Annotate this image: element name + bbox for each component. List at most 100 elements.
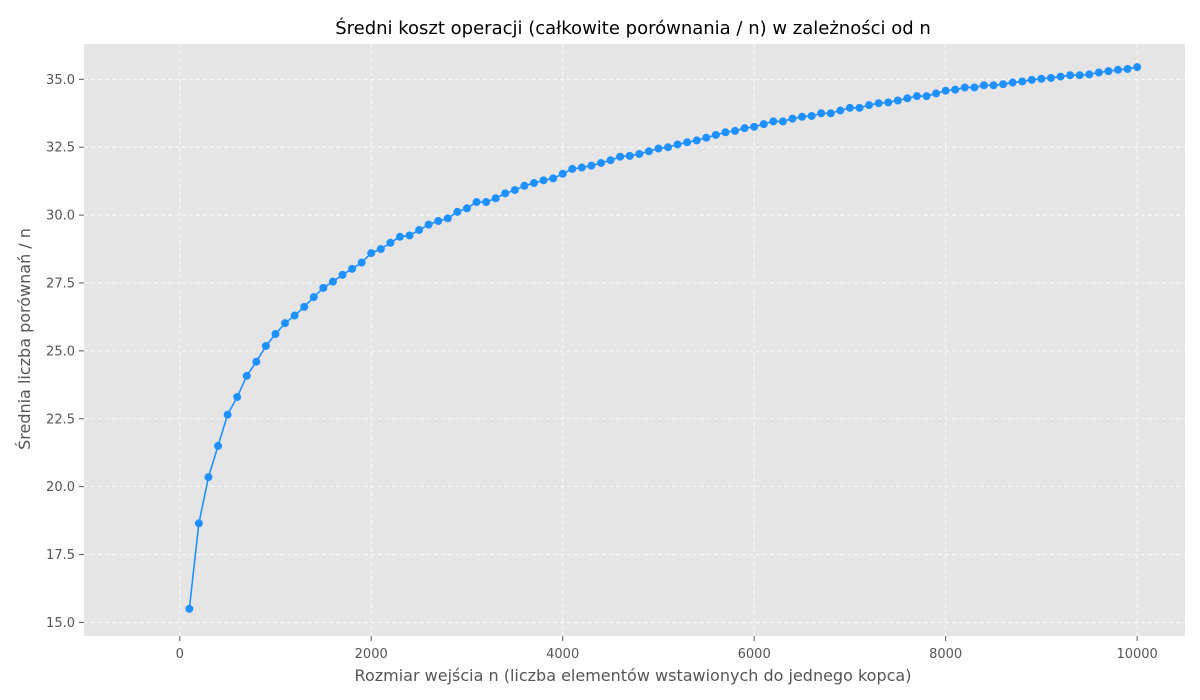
data-point: [424, 220, 433, 229]
chart-title: Średni koszt operacji (całkowite porówna…: [335, 17, 931, 39]
data-point: [711, 130, 720, 139]
data-point: [281, 319, 290, 328]
data-point: [415, 226, 424, 235]
data-point: [893, 96, 902, 105]
data-point: [1075, 71, 1084, 80]
y-tick-label: 25.0: [46, 344, 75, 359]
data-point: [1066, 71, 1075, 80]
data-point: [884, 98, 893, 107]
y-tick-label: 15.0: [46, 616, 75, 631]
data-point: [319, 283, 328, 292]
data-point: [472, 198, 481, 207]
data-point: [539, 176, 548, 185]
data-point: [951, 85, 960, 94]
data-point: [673, 140, 682, 149]
data-point: [1037, 74, 1046, 83]
data-point: [520, 181, 529, 190]
data-point: [865, 101, 874, 110]
y-tick-label: 32.5: [46, 141, 75, 156]
y-tick-label: 17.5: [46, 548, 75, 563]
data-point: [654, 144, 663, 153]
data-point: [759, 120, 768, 129]
data-point: [549, 174, 558, 183]
data-point: [874, 99, 883, 108]
data-point: [1094, 68, 1103, 77]
data-point: [664, 143, 673, 152]
series: [185, 63, 1142, 613]
data-point: [501, 189, 510, 198]
data-point: [941, 86, 950, 95]
data-point: [702, 133, 711, 142]
data-point: [922, 92, 931, 101]
x-axis: 0 2000 4000 6000 8000 10000: [176, 636, 1158, 662]
data-point: [1123, 64, 1132, 73]
data-point: [683, 138, 692, 147]
x-axis-label: Rozmiar wejścia n (liczba elementów wsta…: [355, 666, 912, 685]
data-point: [912, 92, 921, 101]
y-tick-label: 35.0: [46, 73, 75, 88]
data-point: [1046, 73, 1055, 82]
data-point: [1113, 65, 1122, 74]
data-point: [692, 136, 701, 145]
data-point: [855, 103, 864, 112]
data-point: [970, 83, 979, 92]
data-point: [778, 117, 787, 126]
plot-area: [84, 44, 1185, 636]
data-point: [1104, 67, 1113, 76]
data-point: [233, 393, 242, 402]
data-point: [788, 114, 797, 123]
data-point: [529, 179, 538, 188]
y-tick-label: 30.0: [46, 209, 75, 224]
data-point: [1027, 75, 1036, 84]
y-tick-label: 27.5: [46, 276, 75, 291]
data-point: [462, 204, 471, 213]
data-point: [271, 330, 280, 339]
data-point: [261, 341, 270, 350]
data-point: [453, 207, 462, 216]
series-line: [188, 66, 1138, 609]
data-point: [807, 111, 816, 120]
data-point: [1133, 63, 1142, 72]
y-axis-label: Średnia liczba porównań / n: [15, 228, 34, 450]
data-point: [482, 198, 491, 207]
data-point: [1085, 70, 1094, 79]
data-point: [596, 158, 605, 167]
data-point: [405, 231, 414, 240]
data-point: [348, 264, 357, 273]
data-point: [740, 124, 749, 133]
data-point: [1056, 72, 1065, 81]
grid: [84, 44, 1185, 636]
data-point: [731, 126, 740, 135]
data-point: [204, 473, 213, 482]
data-point: [568, 164, 577, 173]
data-point: [242, 371, 251, 380]
data-point: [769, 117, 778, 126]
data-point: [616, 152, 625, 161]
data-point: [635, 149, 644, 158]
data-point: [252, 357, 261, 366]
data-point: [960, 83, 969, 92]
data-point: [750, 122, 759, 131]
x-tick-label: 6000: [738, 647, 771, 662]
data-point: [606, 156, 615, 165]
data-point: [357, 258, 366, 267]
data-point: [223, 410, 232, 419]
data-point: [979, 81, 988, 90]
x-tick-label: 10000: [1116, 647, 1157, 662]
data-point: [309, 293, 318, 302]
data-point: [817, 109, 826, 118]
data-point: [443, 214, 452, 223]
data-point: [1018, 77, 1027, 86]
data-point: [845, 103, 854, 112]
data-point: [625, 151, 634, 160]
data-point: [510, 186, 519, 195]
data-point: [989, 81, 998, 90]
data-point: [577, 163, 586, 172]
data-point: [290, 311, 299, 320]
data-point: [903, 94, 912, 103]
data-point: [434, 217, 443, 226]
data-point: [367, 249, 376, 258]
data-point: [798, 112, 807, 121]
data-point: [491, 194, 500, 203]
